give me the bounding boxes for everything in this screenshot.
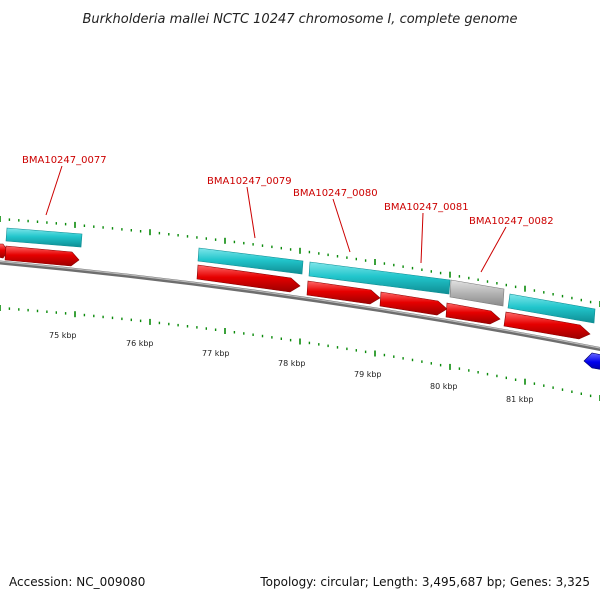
gene-feature-0079[interactable] — [197, 247, 304, 275]
upper-tick-track — [0, 216, 600, 307]
map-title: Burkholderia mallei NCTC 10247 chromosom… — [82, 12, 517, 27]
gene-label-0081[interactable]: BMA10247_0081 — [384, 202, 469, 213]
backbone-highlight — [0, 260, 600, 349]
cds-arrow-0080b[interactable] — [379, 291, 448, 316]
callout-line-0077 — [45, 165, 63, 216]
cds-arrow-0082[interactable] — [503, 311, 591, 340]
gene-label-0077[interactable]: BMA10247_0077 — [22, 155, 107, 166]
gene-feature-0081[interactable] — [449, 279, 505, 307]
kbp-label: 78 kbp — [278, 359, 306, 368]
label-callouts — [45, 165, 507, 273]
reverse-feature[interactable] — [583, 352, 600, 371]
callout-line-0080 — [332, 198, 351, 253]
gene-label-0079[interactable]: BMA10247_0079 — [207, 176, 292, 187]
callout-line-0081 — [420, 212, 424, 264]
gene-labels: BMA10247_0077 BMA10247_0079 BMA10247_008… — [22, 155, 554, 227]
gene-feature-0080[interactable] — [308, 261, 451, 295]
kbp-label: 77 kbp — [202, 349, 230, 358]
cds-arrow-0079[interactable] — [196, 264, 301, 293]
callout-line-0082 — [480, 226, 507, 273]
kbp-label: 79 kbp — [354, 370, 382, 379]
gene-feature-0077[interactable] — [5, 227, 83, 248]
kbp-scale: 75 kbp 76 kbp 77 kbp 78 kbp 79 kbp 80 kb… — [49, 331, 534, 404]
gene-feature-0082[interactable] — [507, 293, 596, 324]
backbone-arc — [0, 260, 600, 352]
cds-arrow-0077[interactable] — [4, 245, 80, 267]
callout-line-0079 — [246, 186, 256, 239]
feature-track-cyan — [5, 227, 596, 324]
accession-text: Accession: NC_009080 — [9, 575, 145, 589]
cds-arrow-0080a[interactable] — [306, 280, 381, 305]
kbp-label: 81 kbp — [506, 395, 534, 404]
feature-track-red — [0, 243, 591, 340]
lower-tick-track — [0, 305, 600, 401]
kbp-label: 80 kbp — [430, 382, 458, 391]
kbp-label: 75 kbp — [49, 331, 77, 340]
cds-arrow-0081[interactable] — [445, 302, 501, 325]
kbp-label: 76 kbp — [126, 339, 154, 348]
genome-summary-text: Topology: circular; Length: 3,495,687 bp… — [259, 575, 590, 589]
gene-label-0082[interactable]: BMA10247_0082 — [469, 216, 554, 227]
gene-label-0080[interactable]: BMA10247_0080 — [293, 188, 378, 199]
